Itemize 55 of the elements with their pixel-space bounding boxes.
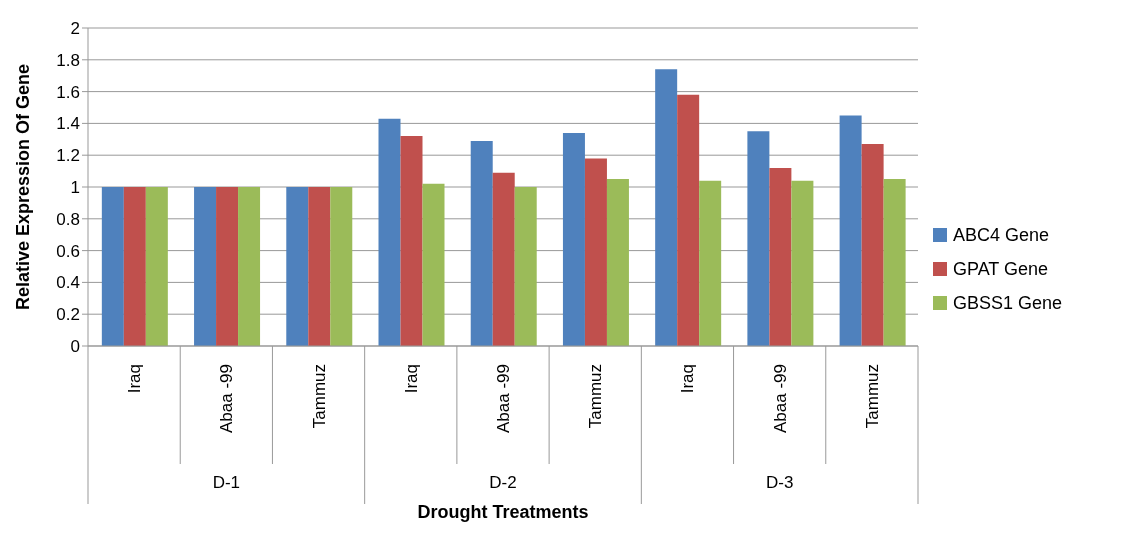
bar bbox=[655, 69, 678, 346]
bar bbox=[492, 172, 515, 346]
y-tick-label: 0.2 bbox=[56, 305, 80, 325]
text: D-2 bbox=[489, 473, 517, 492]
x-tick-label: Abaa -99 bbox=[770, 364, 790, 433]
x-tick-label: Iraq bbox=[401, 364, 421, 394]
bar bbox=[216, 187, 239, 346]
x-axis-title: Drought Treatments bbox=[417, 502, 589, 522]
bar bbox=[839, 115, 862, 346]
y-axis-title: Relative Expression Of Gene bbox=[13, 63, 34, 311]
bar bbox=[562, 132, 585, 346]
y-tick-label: 1.4 bbox=[56, 114, 80, 134]
bar bbox=[308, 187, 331, 346]
bar bbox=[606, 179, 629, 346]
bar bbox=[145, 187, 168, 346]
bar bbox=[769, 167, 792, 346]
y-tick-label: 0 bbox=[70, 337, 80, 357]
bar bbox=[514, 187, 537, 346]
x-tick-label: Iraq bbox=[125, 364, 145, 394]
legend-label: GBSS1 Gene bbox=[953, 292, 1063, 315]
bar bbox=[101, 187, 124, 346]
y-tick-label: 1.8 bbox=[56, 50, 80, 70]
y-tick-label: 2 bbox=[70, 19, 80, 39]
bar bbox=[123, 187, 146, 346]
x-tick-label: Tammuz bbox=[862, 364, 882, 429]
y-tick-label: 1 bbox=[70, 178, 80, 198]
legend-label: GPAT Gene bbox=[953, 258, 1049, 281]
x-tick-label: Tammuz bbox=[586, 364, 606, 429]
bar bbox=[378, 118, 401, 346]
bar bbox=[699, 180, 722, 346]
legend-label: ABC4 Gene bbox=[953, 224, 1050, 247]
bar bbox=[584, 158, 607, 346]
bar bbox=[677, 94, 700, 346]
bar bbox=[194, 187, 217, 346]
x-tick-label: Abaa -99 bbox=[217, 364, 237, 433]
text: D-3 bbox=[765, 473, 794, 492]
text: D-1 bbox=[212, 473, 241, 492]
x-tick-label: Tammuz bbox=[309, 364, 329, 429]
y-tick-label: 0.4 bbox=[56, 273, 80, 293]
bar bbox=[470, 140, 493, 346]
bar bbox=[422, 183, 445, 346]
bar bbox=[883, 179, 906, 346]
x-tick-label: Abaa -99 bbox=[494, 364, 513, 433]
y-tick-label: 1.6 bbox=[56, 82, 80, 102]
y-tick-label: 1.2 bbox=[56, 146, 80, 166]
y-tick-label: 0.8 bbox=[56, 209, 80, 229]
x-tick-label: Iraq bbox=[678, 364, 698, 394]
bar bbox=[286, 187, 309, 346]
bar bbox=[747, 131, 770, 346]
bar bbox=[330, 187, 353, 346]
y-tick-label: 0.6 bbox=[56, 241, 80, 261]
bar bbox=[238, 187, 261, 346]
bar bbox=[861, 144, 884, 346]
bar bbox=[400, 136, 423, 346]
bar bbox=[791, 180, 814, 346]
